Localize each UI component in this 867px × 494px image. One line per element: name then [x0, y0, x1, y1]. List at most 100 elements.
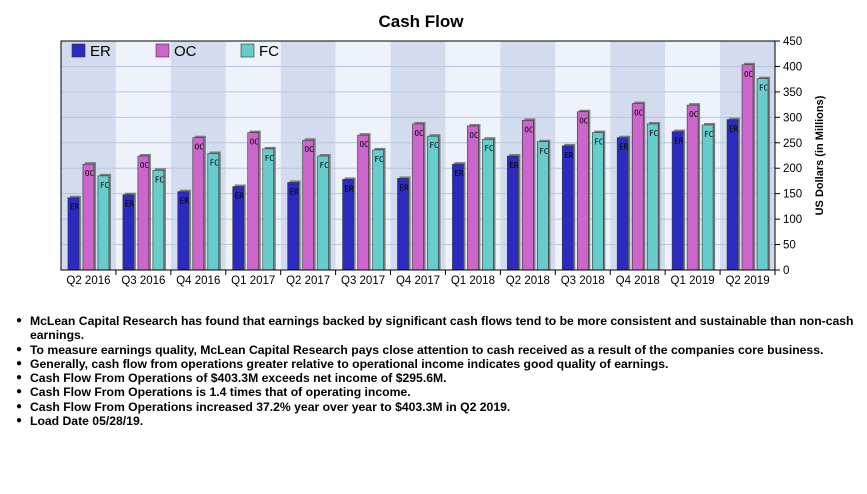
- y-tick-label: 400: [783, 61, 802, 73]
- bar-fc: [646, 123, 659, 271]
- bar-oc: [467, 125, 479, 271]
- bar-marker-label: OC: [360, 140, 369, 149]
- bar-marker-label: FC: [649, 129, 658, 138]
- y-tick-label: 450: [783, 36, 802, 48]
- bar-marker-label: FC: [594, 138, 603, 147]
- bar-marker-label: ER: [180, 197, 190, 206]
- bar-fc: [591, 132, 604, 271]
- bar-oc: [357, 134, 369, 271]
- bar-er: [507, 155, 519, 271]
- bar-fc: [482, 138, 494, 271]
- bar-oc: [686, 104, 699, 271]
- legend-label-er: ER: [90, 43, 111, 60]
- note-item: Cash Flow From Operations increased 37.2…: [16, 400, 864, 415]
- bar-fc: [701, 124, 714, 271]
- bar-marker-label: OC: [140, 161, 149, 170]
- bar-oc: [82, 163, 95, 271]
- bar-marker-label: FC: [429, 141, 438, 150]
- bar-marker-label: FC: [539, 147, 548, 156]
- bar-marker-label: OC: [579, 117, 588, 126]
- bar-fc: [756, 78, 769, 271]
- bar-marker-label: FC: [375, 155, 384, 164]
- x-tick-label: Q1 2018: [451, 275, 495, 287]
- bar-marker-label: ER: [454, 169, 464, 178]
- y-axis-title: US Dollars (in Millions): [814, 95, 826, 215]
- bar-fc: [427, 135, 439, 271]
- y-tick-label: 250: [783, 138, 802, 150]
- bar-marker-label: ER: [70, 203, 80, 212]
- x-tick-label: Q3 2016: [121, 275, 165, 287]
- bar-marker-label: OC: [85, 169, 94, 178]
- bar-marker-label: FC: [100, 181, 109, 190]
- bar-fc: [317, 155, 329, 271]
- bar-er: [726, 119, 739, 271]
- note-item: To measure earnings quality, McLean Capi…: [16, 343, 864, 358]
- x-tick-label: Q3 2017: [341, 275, 385, 287]
- bar-oc: [302, 139, 314, 271]
- x-tick-label: Q4 2018: [616, 275, 660, 287]
- cash-flow-chart: ER ER ER ER ER ER ER ER ER ER ER ER ER OC OC OC OC OC OC OC…: [60, 36, 826, 287]
- bar-marker-label: OC: [744, 70, 753, 79]
- bar-fc: [262, 148, 275, 271]
- bar-marker-label: OC: [689, 110, 698, 119]
- bar-marker-label: ER: [564, 151, 574, 160]
- y-tick-label: 150: [783, 189, 802, 201]
- plot-frame: [60, 40, 776, 271]
- legend-swatch-fc: [240, 43, 255, 58]
- bar-marker-label: ER: [399, 183, 409, 192]
- bar-oc: [137, 155, 150, 271]
- legend-label-oc: OC: [174, 43, 197, 60]
- bar-marker-label: FC: [484, 144, 493, 153]
- bar-er: [671, 131, 684, 271]
- note-item: Generally, cash flow from operations gre…: [16, 357, 864, 372]
- bar-marker-label: OC: [469, 131, 478, 140]
- bar-er: [561, 145, 574, 271]
- bar-marker-label: OC: [634, 109, 643, 118]
- y-tick-label: 300: [783, 112, 802, 124]
- chart-title: Cash Flow: [378, 12, 464, 31]
- bar-fc: [152, 169, 165, 271]
- bar-oc: [631, 103, 644, 271]
- bar-oc: [247, 132, 260, 271]
- note-item: Cash Flow From Operations of $403.3M exc…: [16, 371, 864, 386]
- x-tick-label: Q3 2018: [561, 275, 605, 287]
- bar-marker-label: FC: [265, 154, 274, 163]
- y-tick-label: 350: [783, 87, 802, 99]
- bar-oc: [576, 111, 589, 271]
- x-tick-label: Q2 2017: [286, 275, 330, 287]
- x-tick-label: Q4 2016: [176, 275, 220, 287]
- bar-marker-label: OC: [414, 129, 423, 138]
- bar-marker-label: OC: [195, 143, 204, 152]
- bar-marker-label: ER: [345, 184, 355, 193]
- bar-oc: [192, 137, 205, 271]
- legend-label-fc: FC: [259, 43, 279, 60]
- x-tick-label: Q1 2017: [231, 275, 275, 287]
- bar-marker-label: FC: [704, 130, 713, 139]
- bar-marker-label: ER: [619, 143, 629, 152]
- x-tick-label: Q2 2018: [506, 275, 550, 287]
- bar-marker-label: ER: [235, 192, 245, 201]
- bar-marker-label: FC: [155, 175, 164, 184]
- bar-marker-label: OC: [524, 125, 533, 134]
- y-tick-label: 0: [783, 265, 789, 277]
- legend-swatch-oc: [155, 43, 170, 58]
- note-item: McLean Capital Research has found that e…: [16, 314, 864, 343]
- bar-fc: [372, 149, 384, 271]
- y-tick-label: 200: [783, 163, 802, 175]
- x-tick-label: Q4 2017: [396, 275, 440, 287]
- y-tick-label: 50: [783, 240, 796, 252]
- legend-swatch-er: [71, 43, 86, 58]
- note-item: Cash Flow From Operations is 1.4 times t…: [16, 385, 864, 400]
- bar-oc: [741, 64, 754, 271]
- x-tick-label: Q2 2019: [725, 275, 769, 287]
- bar-marker-label: ER: [125, 200, 135, 209]
- bar-marker-label: FC: [320, 161, 329, 170]
- y-tick-label: 100: [783, 214, 802, 226]
- bar-marker-label: ER: [290, 187, 300, 196]
- bar-marker-label: OC: [305, 145, 314, 154]
- bar-fc: [97, 175, 110, 271]
- bar-oc: [522, 120, 534, 271]
- bar-marker-label: FC: [759, 84, 768, 93]
- bar-marker-label: OC: [250, 138, 259, 147]
- x-tick-label: Q2 2016: [66, 275, 110, 287]
